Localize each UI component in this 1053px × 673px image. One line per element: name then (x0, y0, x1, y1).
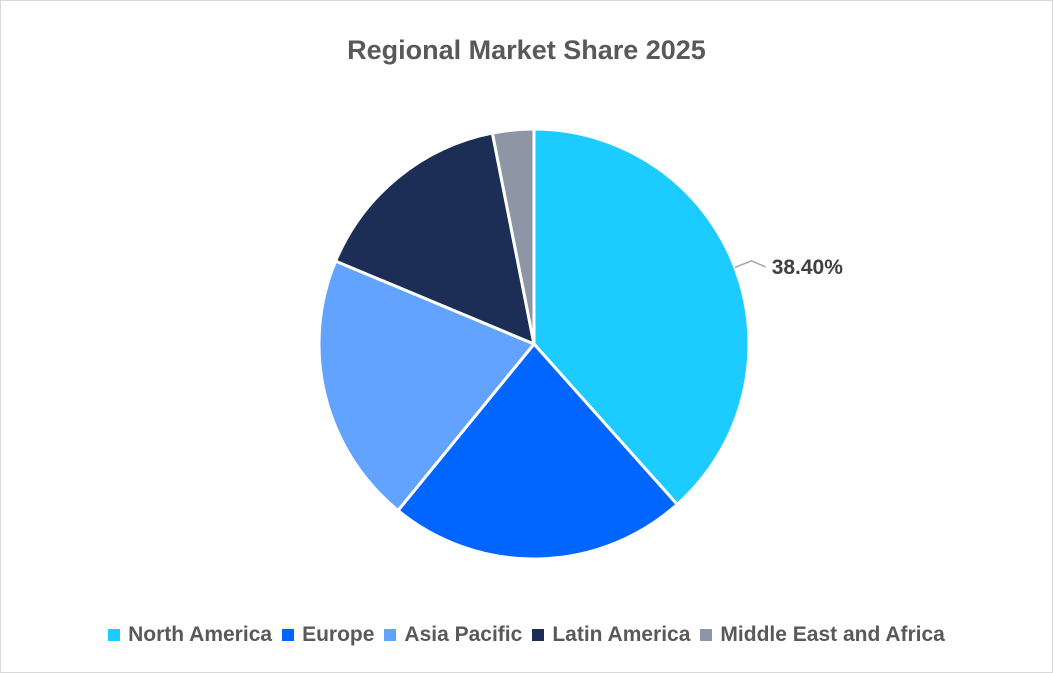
legend-label: North America (128, 623, 273, 646)
pie-slice-middle-east-and-africa (490, 127, 536, 346)
legend-label: Europe (302, 623, 375, 646)
legend-label: Latin America (552, 623, 691, 646)
legend-swatch (108, 629, 121, 641)
legend-label: Middle East and Africa (720, 623, 945, 646)
data-label-north-america: 38.40% (772, 256, 844, 279)
legend-label: Asia Pacific (404, 623, 523, 646)
data-label-leader-line (734, 260, 766, 269)
legend-item-middle-east-and-africa: Middle East and Africa (700, 623, 945, 647)
legend-swatch (700, 629, 713, 641)
legend-item-latin-america: Latin America (532, 623, 690, 647)
legend-item-asia-pacific: Asia Pacific (384, 623, 522, 647)
legend-swatch (282, 629, 295, 641)
legend-swatch (532, 629, 545, 641)
pie-slice-asia-pacific (317, 259, 536, 513)
chart-title: Regional Market Share 2025 (347, 35, 706, 65)
legend: North America Europe Asia Pacific Latin Ame… (1, 623, 1052, 647)
legend-item-north-america: North America (108, 623, 272, 647)
pie-slice-latin-america (334, 131, 536, 346)
pie-slice-europe (396, 342, 679, 561)
pie-slice-north-america (532, 127, 751, 506)
legend-swatch (384, 629, 397, 641)
legend-item-europe: Europe (282, 623, 374, 647)
